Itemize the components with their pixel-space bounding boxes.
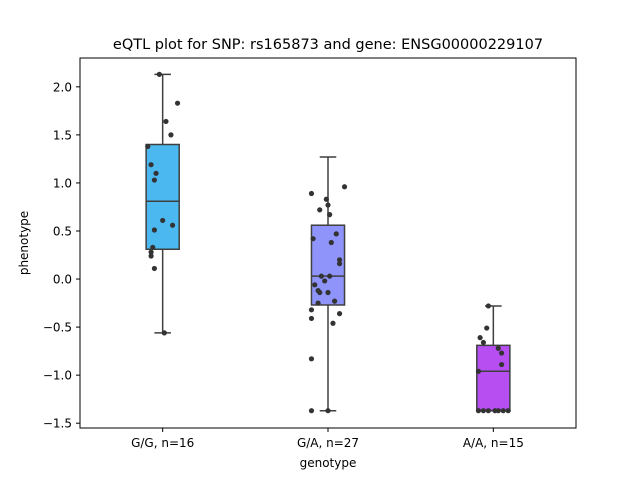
data-point: [332, 298, 338, 304]
y-axis-label: phenotype: [17, 211, 31, 275]
data-point: [151, 177, 157, 183]
y-tick-label: 1.5: [53, 128, 72, 142]
data-point: [145, 143, 151, 150]
data-point: [310, 236, 316, 242]
data-point: [499, 361, 505, 368]
data-point: [308, 190, 315, 197]
y-tick-label: 2.0: [53, 80, 72, 94]
x-tick-label: G/G, n=16: [131, 436, 194, 450]
data-point: [495, 345, 501, 351]
data-point: [341, 184, 348, 190]
x-tick-label: A/A, n=15: [463, 436, 524, 450]
data-point: [150, 244, 156, 250]
data-point: [160, 217, 166, 224]
data-point: [318, 273, 324, 279]
data-point: [174, 100, 181, 106]
x-axis: G/G, n=16 G/A, n=27 A/A, n=15: [131, 428, 524, 450]
box-group-0: [145, 73, 180, 334]
data-point: [151, 227, 157, 233]
plot-area: [145, 71, 511, 414]
data-point: [500, 408, 506, 414]
data-point: [322, 278, 328, 284]
data-point: [336, 257, 343, 263]
data-point: [480, 408, 487, 414]
data-point: [480, 339, 487, 346]
data-point: [308, 315, 315, 322]
chart-title: eQTL plot for SNP: rs165873 and gene: EN…: [113, 37, 543, 53]
data-point: [325, 289, 331, 296]
data-point: [315, 300, 321, 306]
x-tick-label: G/A, n=27: [297, 436, 359, 450]
data-point: [475, 368, 482, 374]
data-point: [325, 408, 331, 414]
data-point: [153, 170, 159, 176]
y-tick-label: 0.0: [53, 273, 72, 287]
data-point: [499, 350, 505, 356]
y-tick-label: −1.0: [43, 369, 72, 383]
data-point: [308, 408, 315, 414]
y-tick-label: 1.0: [53, 176, 72, 190]
data-point: [169, 222, 176, 228]
data-point: [485, 408, 491, 414]
data-point: [148, 162, 154, 168]
data-point: [336, 261, 343, 267]
data-point: [161, 330, 167, 336]
data-point: [336, 311, 343, 317]
data-point: [328, 239, 334, 246]
data-point: [168, 132, 174, 138]
points-group-1: [308, 184, 348, 414]
data-point: [317, 207, 323, 213]
data-point: [325, 202, 331, 208]
points-group-0: [145, 71, 181, 336]
box-iqr: [476, 344, 511, 412]
data-point: [163, 118, 169, 125]
x-axis-label: genotype: [300, 456, 357, 470]
data-point: [475, 408, 482, 414]
points-group-2: [475, 303, 511, 414]
y-tick-label: −0.5: [43, 321, 72, 335]
y-tick-label: 0.5: [53, 224, 72, 238]
data-point: [327, 212, 333, 218]
data-point: [151, 265, 157, 272]
data-point: [317, 289, 323, 296]
data-point: [330, 320, 336, 326]
data-point: [484, 325, 490, 331]
data-point: [148, 249, 154, 255]
data-point: [327, 273, 333, 279]
data-point: [477, 335, 483, 341]
data-point: [156, 71, 162, 77]
data-point: [148, 253, 154, 259]
data-point: [333, 231, 339, 237]
data-point: [308, 356, 315, 362]
y-tick-label: −1.5: [43, 417, 72, 431]
data-point: [485, 303, 491, 309]
box-group-2: [476, 305, 511, 412]
y-axis: 2.0 1.5 1.0 0.5 0.0 −0.5 −1.0 −1.5: [43, 80, 80, 431]
data-point: [495, 408, 501, 414]
data-point: [323, 196, 329, 202]
box-iqr: [145, 143, 180, 250]
data-point: [312, 282, 318, 288]
data-point: [308, 307, 315, 313]
data-point: [505, 408, 511, 414]
